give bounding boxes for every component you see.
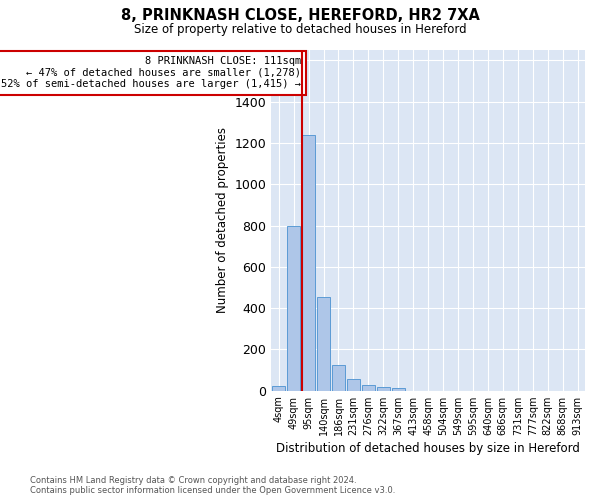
Text: 8, PRINKNASH CLOSE, HEREFORD, HR2 7XA: 8, PRINKNASH CLOSE, HEREFORD, HR2 7XA — [121, 8, 479, 22]
Bar — [362, 385, 375, 390]
Bar — [347, 378, 360, 390]
Bar — [317, 296, 330, 390]
Text: 8 PRINKNASH CLOSE: 111sqm
← 47% of detached houses are smaller (1,278)
52% of se: 8 PRINKNASH CLOSE: 111sqm ← 47% of detac… — [1, 56, 301, 90]
Bar — [377, 387, 389, 390]
Text: Size of property relative to detached houses in Hereford: Size of property relative to detached ho… — [134, 22, 466, 36]
Bar — [392, 388, 404, 390]
Text: Contains HM Land Registry data © Crown copyright and database right 2024.
Contai: Contains HM Land Registry data © Crown c… — [30, 476, 395, 495]
Bar — [332, 365, 345, 390]
Bar — [302, 134, 315, 390]
Bar — [287, 226, 300, 390]
Y-axis label: Number of detached properties: Number of detached properties — [216, 128, 229, 314]
X-axis label: Distribution of detached houses by size in Hereford: Distribution of detached houses by size … — [276, 442, 580, 455]
Bar — [272, 386, 285, 390]
